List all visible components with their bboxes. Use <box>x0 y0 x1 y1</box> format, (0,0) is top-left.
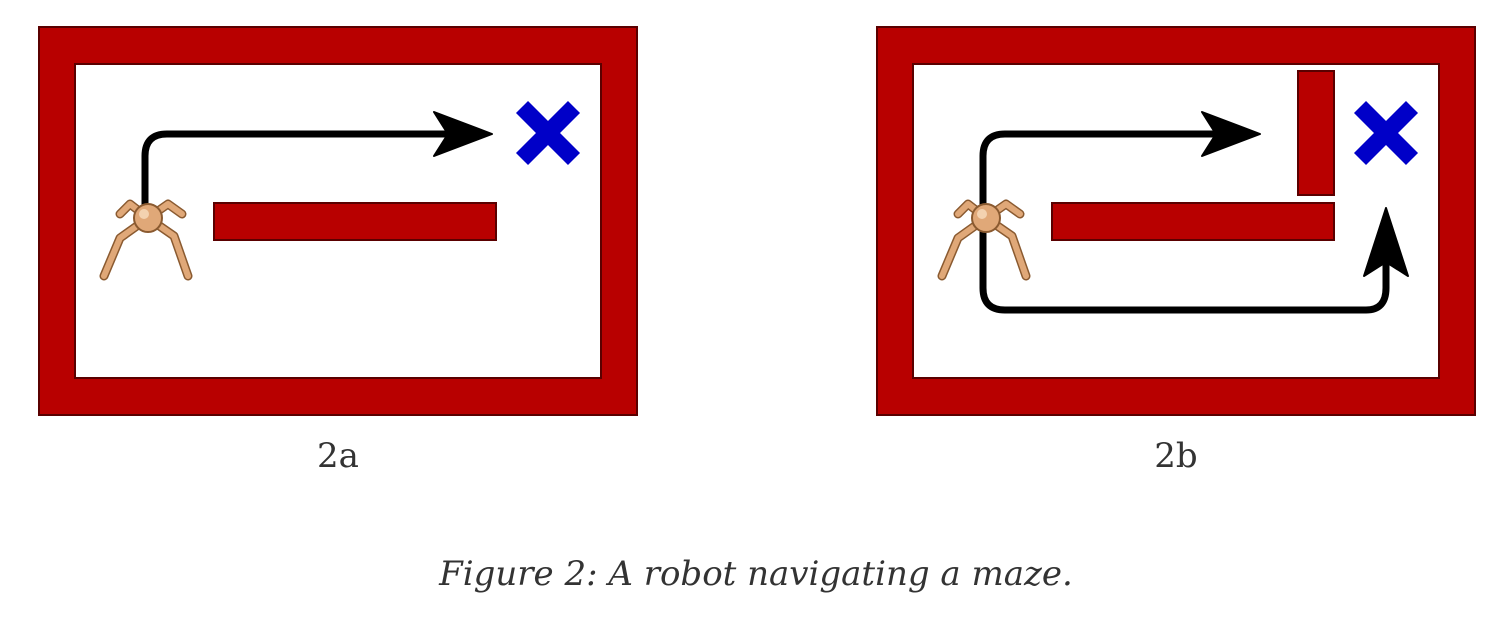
panel-label-2a: 2a <box>317 436 359 476</box>
maze-2a-svg <box>38 26 638 416</box>
blocked-arrow-head <box>1201 111 1261 157</box>
arrow-head <box>433 111 493 157</box>
detour-arrow-head <box>1363 207 1409 277</box>
vertical-wall <box>1297 70 1335 196</box>
maze-panel-2a <box>38 26 638 416</box>
maze-2b-svg <box>876 26 1476 416</box>
horizontal-wall <box>213 202 497 241</box>
maze-panel-2b <box>876 26 1476 416</box>
panel-label-2b: 2b <box>1154 436 1198 476</box>
path-arrow <box>141 130 448 206</box>
blocked-path-arrow <box>979 130 1216 206</box>
figure-caption: Figure 2: A robot navigating a maze. <box>439 554 1073 594</box>
horizontal-wall <box>1051 202 1335 241</box>
detour-path-arrow <box>979 226 1390 314</box>
